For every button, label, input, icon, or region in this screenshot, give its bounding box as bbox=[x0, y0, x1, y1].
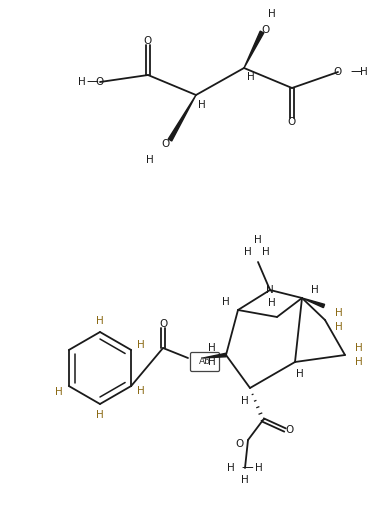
Text: H: H bbox=[355, 357, 363, 367]
Polygon shape bbox=[302, 298, 325, 308]
Text: H: H bbox=[208, 357, 216, 367]
Text: H: H bbox=[241, 475, 249, 485]
Text: O: O bbox=[162, 139, 170, 149]
Polygon shape bbox=[203, 353, 226, 358]
Text: H: H bbox=[311, 285, 319, 295]
Polygon shape bbox=[244, 31, 264, 68]
Text: O: O bbox=[96, 77, 104, 87]
Text: H: H bbox=[55, 387, 62, 397]
Text: H: H bbox=[335, 322, 343, 332]
Text: H: H bbox=[137, 339, 145, 349]
Text: —: — bbox=[241, 461, 253, 474]
FancyBboxPatch shape bbox=[190, 353, 219, 371]
Text: H: H bbox=[244, 247, 252, 257]
Text: H: H bbox=[96, 316, 104, 326]
Text: H: H bbox=[262, 247, 270, 257]
Text: H: H bbox=[137, 386, 145, 396]
Text: H: H bbox=[296, 369, 304, 379]
Text: H: H bbox=[227, 463, 235, 473]
Text: H: H bbox=[255, 463, 263, 473]
Text: H: H bbox=[335, 308, 343, 318]
Text: H: H bbox=[146, 155, 154, 165]
Text: —: — bbox=[86, 75, 98, 88]
Text: H: H bbox=[268, 298, 276, 308]
Text: H: H bbox=[254, 235, 262, 245]
Text: H: H bbox=[96, 410, 104, 420]
Text: H: H bbox=[360, 67, 368, 77]
Text: O: O bbox=[334, 67, 342, 77]
Text: N: N bbox=[266, 285, 274, 295]
Text: H: H bbox=[222, 297, 230, 307]
Text: H: H bbox=[198, 100, 206, 110]
Text: H: H bbox=[208, 343, 216, 353]
Text: Ab: Ab bbox=[199, 358, 211, 367]
Text: O: O bbox=[288, 117, 296, 127]
Text: H: H bbox=[355, 343, 363, 353]
Text: H: H bbox=[241, 396, 249, 406]
Text: O: O bbox=[159, 319, 167, 329]
Polygon shape bbox=[168, 95, 196, 141]
Text: O: O bbox=[262, 25, 270, 35]
Text: H: H bbox=[247, 72, 255, 82]
Text: O: O bbox=[236, 439, 244, 449]
Text: O: O bbox=[144, 36, 152, 46]
Text: H: H bbox=[78, 77, 86, 87]
Text: H: H bbox=[268, 9, 276, 19]
Text: O: O bbox=[286, 425, 294, 435]
Text: —: — bbox=[350, 65, 362, 78]
